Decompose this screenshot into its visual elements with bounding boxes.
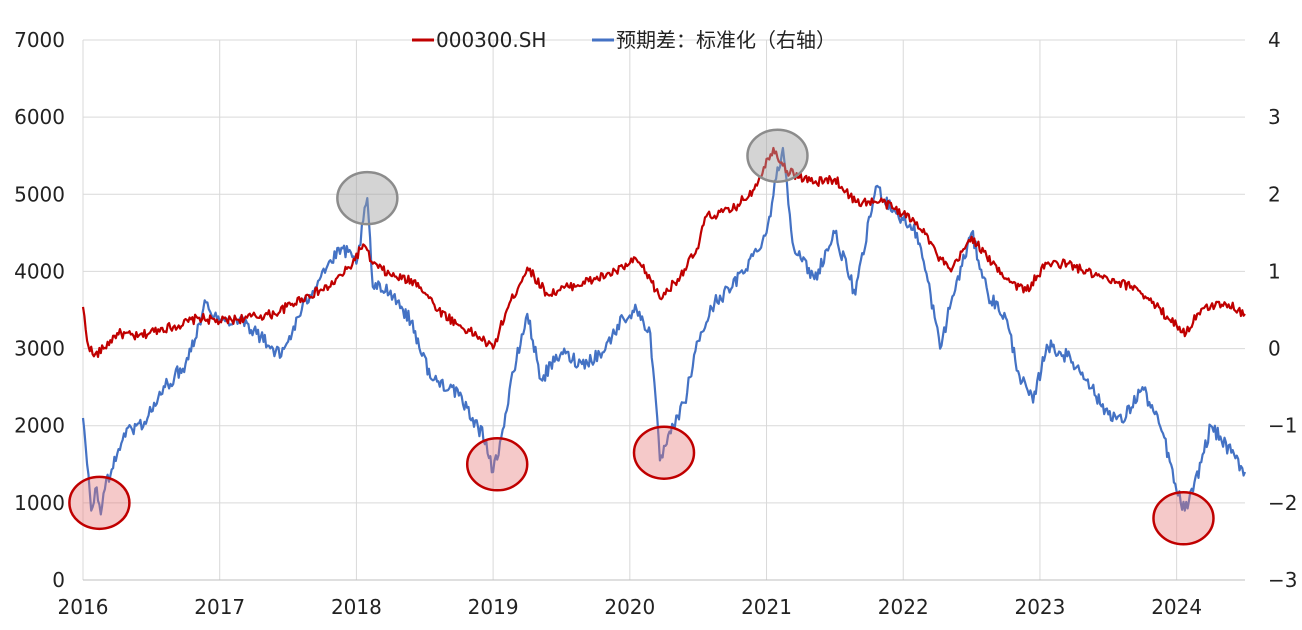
x-tick-label: 2022 bbox=[878, 595, 929, 619]
gray-highlight-circle bbox=[746, 128, 809, 183]
right-tick-label: −1 bbox=[1268, 414, 1297, 438]
x-tick-label: 2020 bbox=[604, 595, 655, 619]
gray-highlight-circle bbox=[336, 170, 399, 226]
series-line-csi300 bbox=[81, 146, 1246, 358]
series-line-expectation-gap bbox=[81, 146, 1247, 516]
left-tick-label: 6000 bbox=[14, 105, 65, 129]
right-y-axis: 4 3 2 1 0 −1 −2 −3 bbox=[1268, 28, 1297, 592]
left-tick-label: 3000 bbox=[14, 337, 65, 361]
x-axis: 2016 2017 2018 2019 2020 2021 2022 2023 2024 bbox=[58, 579, 1245, 619]
x-tick-label: 2017 bbox=[194, 595, 245, 619]
red-highlight-circle bbox=[1152, 491, 1215, 546]
red-highlight-circle bbox=[632, 425, 696, 480]
left-tick-label: 4000 bbox=[14, 259, 65, 283]
series-layer bbox=[81, 146, 1247, 516]
left-tick-label: 2000 bbox=[14, 414, 65, 438]
legend-label-expectation-gap: 预期差：标准化（右轴） bbox=[616, 28, 836, 52]
left-tick-label: 5000 bbox=[14, 182, 65, 206]
right-tick-label: 1 bbox=[1268, 259, 1281, 283]
red-highlight-circle bbox=[465, 437, 529, 492]
right-tick-label: 2 bbox=[1268, 182, 1281, 206]
x-tick-label: 2023 bbox=[1014, 595, 1065, 619]
left-tick-label: 0 bbox=[52, 568, 65, 592]
gridlines bbox=[82, 39, 1245, 580]
x-tick-label: 2016 bbox=[58, 595, 109, 619]
x-tick-label: 2024 bbox=[1151, 595, 1202, 619]
x-tick-label: 2019 bbox=[468, 595, 519, 619]
x-tick-label: 2018 bbox=[331, 595, 382, 619]
right-tick-label: 4 bbox=[1268, 28, 1281, 52]
legend-label-csi300: 000300.SH bbox=[436, 28, 546, 52]
left-y-axis: 7000 6000 5000 4000 3000 2000 1000 0 bbox=[14, 28, 65, 592]
annotation-layer bbox=[68, 128, 1215, 546]
right-tick-label: 0 bbox=[1268, 337, 1281, 361]
right-tick-label: −2 bbox=[1268, 491, 1297, 515]
red-highlight-circle bbox=[68, 475, 131, 531]
x-tick-label: 2021 bbox=[741, 595, 792, 619]
right-tick-label: 3 bbox=[1268, 105, 1281, 129]
legend: 000300.SH 预期差：标准化（右轴） bbox=[412, 28, 836, 52]
right-tick-label: −3 bbox=[1268, 568, 1297, 592]
left-tick-label: 7000 bbox=[14, 28, 65, 52]
left-tick-label: 1000 bbox=[14, 491, 65, 515]
